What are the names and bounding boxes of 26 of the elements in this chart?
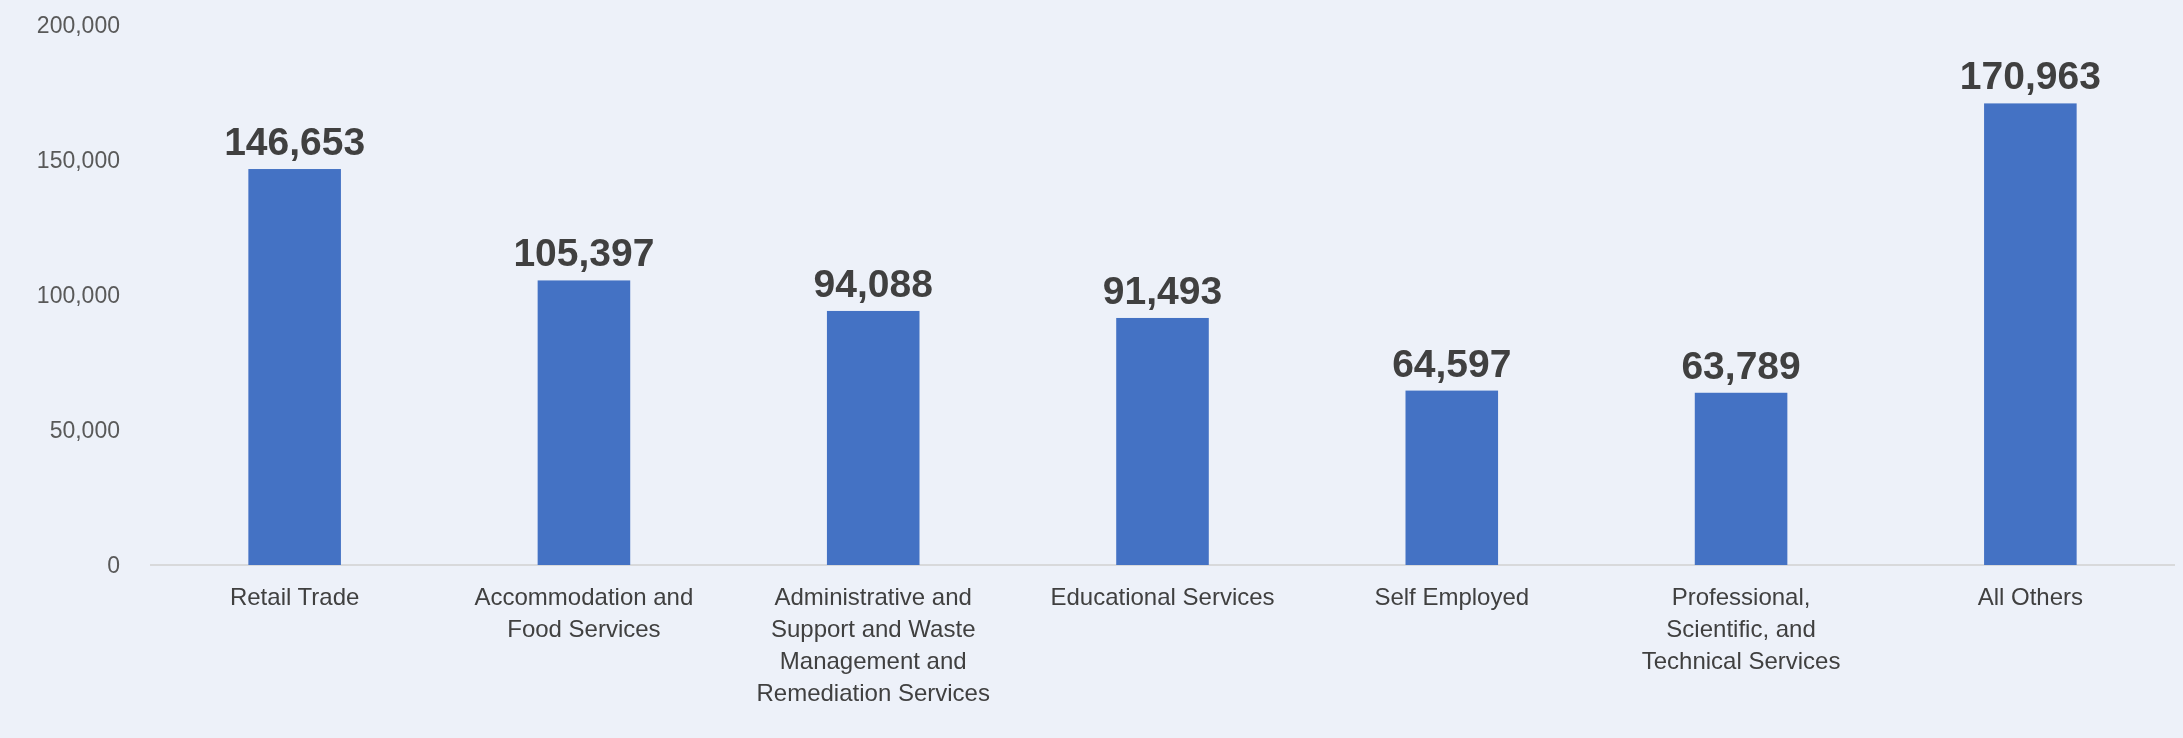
data-label: 170,963 bbox=[1959, 54, 2101, 98]
x-tick-label: Administrative and Support and Waste Management and Remediation Services bbox=[756, 583, 990, 706]
x-tick-label: Accommodation and Food Services bbox=[474, 583, 694, 642]
y-tick-label: 0 bbox=[107, 552, 120, 579]
y-tick-label: 200,000 bbox=[36, 12, 120, 39]
x-tick-label: Educational Services bbox=[1050, 583, 1275, 610]
y-tick-label: 100,000 bbox=[36, 282, 120, 309]
x-tick-label: Self Employed bbox=[1374, 583, 1530, 610]
bar bbox=[248, 169, 341, 565]
data-label: 64,597 bbox=[1392, 341, 1512, 385]
x-tick-label: Professional, Scientific, and Technical Services bbox=[1641, 583, 1841, 674]
data-label: 91,493 bbox=[1102, 268, 1223, 312]
bar bbox=[537, 280, 631, 565]
y-tick-label: 50,000 bbox=[49, 417, 120, 444]
data-label: 63,789 bbox=[1681, 343, 1801, 387]
y-tick-label: 150,000 bbox=[36, 147, 120, 174]
data-label: 146,653 bbox=[224, 120, 366, 164]
data-label: 94,088 bbox=[813, 261, 933, 305]
bar bbox=[1694, 392, 1788, 565]
bar bbox=[1116, 317, 1209, 565]
bar bbox=[826, 310, 920, 565]
x-tick-label: All Others bbox=[1977, 583, 2084, 610]
x-tick-label: Retail Trade bbox=[229, 583, 360, 610]
bar bbox=[1984, 103, 2077, 565]
data-label: 105,397 bbox=[513, 231, 655, 275]
bar bbox=[1405, 390, 1499, 565]
